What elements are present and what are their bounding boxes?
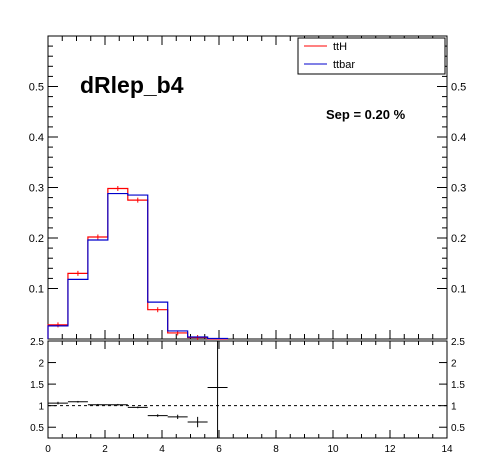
ratio-ytick-label: 2.5: [30, 337, 44, 348]
legend-box: [298, 38, 445, 74]
main-ytick-label-right: 0.5: [451, 82, 466, 94]
ratio-ytick-label: 1: [38, 402, 44, 413]
main-ytick-label: 0.2: [29, 233, 44, 245]
ratio-xtick-label: 12: [384, 444, 396, 455]
main-ytick-label: 0.4: [29, 132, 44, 144]
main-ytick-label: 0.3: [29, 183, 44, 195]
separation-annotation: Sep = 0.20 %: [326, 107, 406, 122]
legend-label-ttbar: ttbar: [333, 59, 355, 71]
legend: ttH ttbar: [298, 38, 445, 74]
main-ytick-label: 0.5: [29, 82, 44, 94]
main-ytick-label-right: 0.4: [451, 132, 466, 144]
ratio-ytick-label-right: 1.5: [451, 380, 465, 391]
ratio-plot-frame: [48, 341, 447, 438]
chart-title: dRlep_b4: [80, 72, 184, 98]
main-ytick-label-right: 0.3: [451, 183, 466, 195]
ratio-ytick-label: 0.5: [30, 423, 44, 434]
ratio-xtick-label: 8: [273, 444, 279, 455]
main-ytick-label-right: 0.2: [451, 233, 466, 245]
ratio-xtick-label: 0: [45, 444, 51, 455]
ratio-xtick-label: 2: [102, 444, 108, 455]
main-ytick-label: 0.1: [29, 284, 44, 296]
ratio-xtick-label: 14: [441, 444, 453, 455]
ratio-ytick-label-right: 0.5: [451, 423, 465, 434]
ratio-xtick-label: 4: [159, 444, 165, 455]
ratio-ytick-label-right: 2: [451, 359, 457, 370]
ratio-ytick-label: 1.5: [30, 380, 44, 391]
ratio-ytick-label: 2: [38, 359, 44, 370]
main-ytick-label-right: 0.1: [451, 284, 466, 296]
ratio-ytick-label-right: 1: [451, 402, 457, 413]
legend-label-tth: ttH: [333, 41, 347, 53]
ratio-ytick-label-right: 2.5: [451, 337, 465, 348]
ratio-xtick-label: 10: [327, 444, 339, 455]
ratio-xtick-label: 6: [216, 444, 222, 455]
